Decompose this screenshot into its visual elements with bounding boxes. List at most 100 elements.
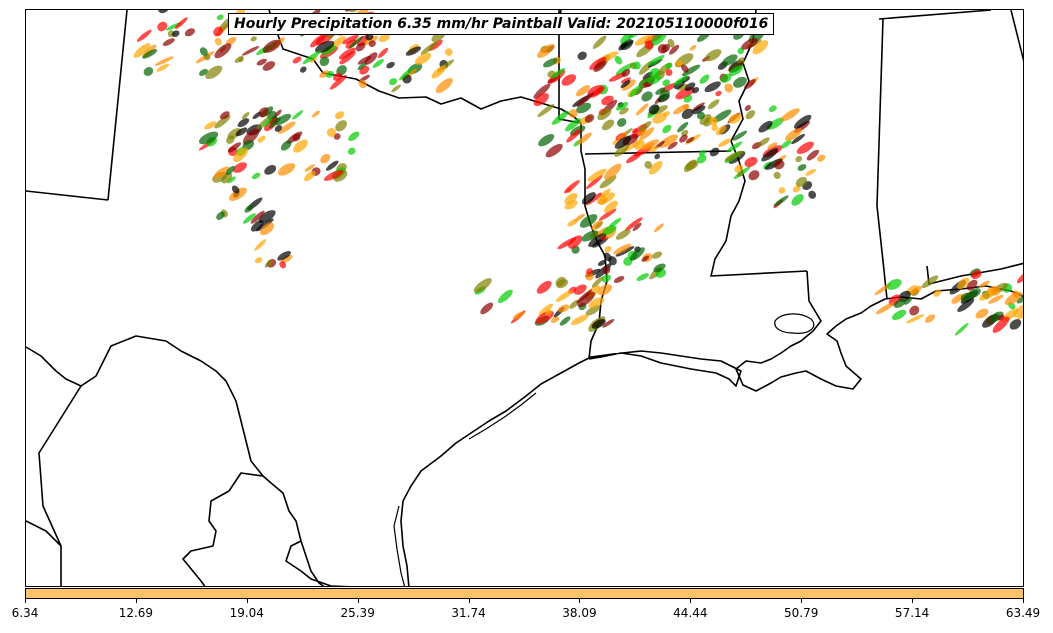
border-mx-4 [285, 540, 350, 586]
paintball-blob [231, 185, 240, 194]
paintball-blob [644, 40, 654, 50]
paintball-blob [712, 109, 732, 123]
colorbar-tick [357, 599, 359, 603]
paintball-blob [632, 61, 641, 70]
paintball-blob [761, 148, 779, 162]
paintball-blob [620, 77, 631, 84]
paintball-blob [817, 154, 826, 162]
paintball-blob [658, 134, 679, 148]
paintball-blob [978, 280, 990, 288]
paintball-blob [536, 280, 552, 294]
paintball-blob [321, 45, 336, 56]
border-mississippi [710, 10, 808, 277]
paintball-blob [654, 153, 661, 160]
paintball-blob [199, 68, 208, 76]
paintball-blob [744, 105, 751, 111]
paintball-blob [281, 254, 293, 263]
map-title: Hourly Precipitation 6.35 mm/hr Paintbal… [228, 13, 775, 35]
paintball-blob [473, 278, 492, 293]
paintball-blob [584, 114, 595, 123]
paintball-blob [213, 26, 224, 37]
paintball-blob [358, 79, 367, 89]
paintball-blob [242, 213, 256, 224]
border-rio-grande [26, 335, 325, 586]
paintball-blob [264, 259, 274, 268]
paintball-blob [613, 276, 625, 283]
paintball-blob [791, 133, 806, 145]
paintball-blob [157, 21, 168, 32]
paintball-blob [598, 208, 617, 221]
paintball-blob [736, 57, 745, 63]
paintball-blob [681, 108, 694, 120]
paintball-blob [386, 61, 395, 69]
colorbar-tick-label: 50.79 [784, 606, 819, 620]
paintball-blob [561, 74, 577, 86]
paintball-blob [339, 51, 356, 65]
paintball-blob [1013, 304, 1023, 318]
border-mx-1 [38, 385, 82, 586]
paintball-blob [641, 255, 650, 262]
paintball-blob [609, 218, 622, 228]
paintball-blob [791, 194, 804, 206]
paintball-blob [238, 57, 244, 63]
paintball-blob [780, 139, 792, 149]
paintball-blob [960, 292, 971, 302]
paintball-blob [213, 166, 230, 179]
paintball-blob [198, 131, 219, 145]
border-co-nm [26, 190, 109, 201]
paintball-blob [758, 120, 773, 133]
paintball-blob [966, 279, 978, 291]
colorbar [25, 588, 1024, 599]
paintball-blob [573, 284, 587, 295]
paintball-blob [136, 29, 152, 42]
paintball-blob [794, 114, 812, 129]
paintball-blob [372, 59, 384, 68]
colorbar-tick-label: 44.44 [673, 606, 708, 620]
paintball-blob [677, 122, 689, 133]
paintball-blob [575, 85, 591, 97]
paintball-blob [726, 141, 743, 153]
paintball-blob [568, 109, 578, 118]
paintball-blob [909, 305, 920, 316]
paintball-blob [639, 127, 655, 141]
paintball-blob [797, 164, 807, 171]
paintball-blob [568, 235, 583, 249]
paintball-blob [633, 139, 645, 150]
paintball-blob [378, 33, 390, 43]
paintball-blob [737, 171, 744, 177]
paintball-blob [254, 239, 267, 251]
paintball-blob [286, 131, 303, 144]
paintball-blob [638, 121, 652, 132]
paintball-blob [276, 10, 297, 11]
paintball-blob [653, 263, 666, 273]
paintball-blob [709, 147, 720, 157]
paintball-blob [257, 135, 266, 143]
paintball-blob [258, 107, 269, 118]
paintball-blob [757, 137, 770, 147]
paintball-blob [189, 10, 210, 11]
paintball-blob [333, 133, 341, 140]
paintball-blob [617, 131, 628, 141]
paintball-blob [768, 105, 777, 113]
paintball-blob [264, 165, 277, 175]
paintball-blob [744, 79, 756, 90]
paintball-blob [988, 294, 1004, 304]
paintball-blob [214, 43, 232, 59]
colorbar-tick-label: 31.74 [451, 606, 486, 620]
colorbar-tick [690, 599, 692, 603]
paintball-blob [684, 82, 696, 92]
paintball-blob [621, 69, 631, 78]
paintball-blob [581, 230, 599, 242]
paintball-blob [676, 83, 688, 91]
paintball-blob [377, 47, 389, 58]
paintball-blob [357, 61, 368, 70]
paintball-blob [444, 48, 453, 56]
coast-barrier-south [393, 505, 406, 586]
paintball-blob [767, 142, 778, 150]
paintball-blob [679, 134, 688, 143]
paintball-blob [254, 257, 263, 264]
paintball-blob [600, 235, 607, 241]
paintball-blob [893, 298, 906, 308]
paintball-blob [586, 174, 603, 190]
paintball-blob [143, 67, 154, 76]
